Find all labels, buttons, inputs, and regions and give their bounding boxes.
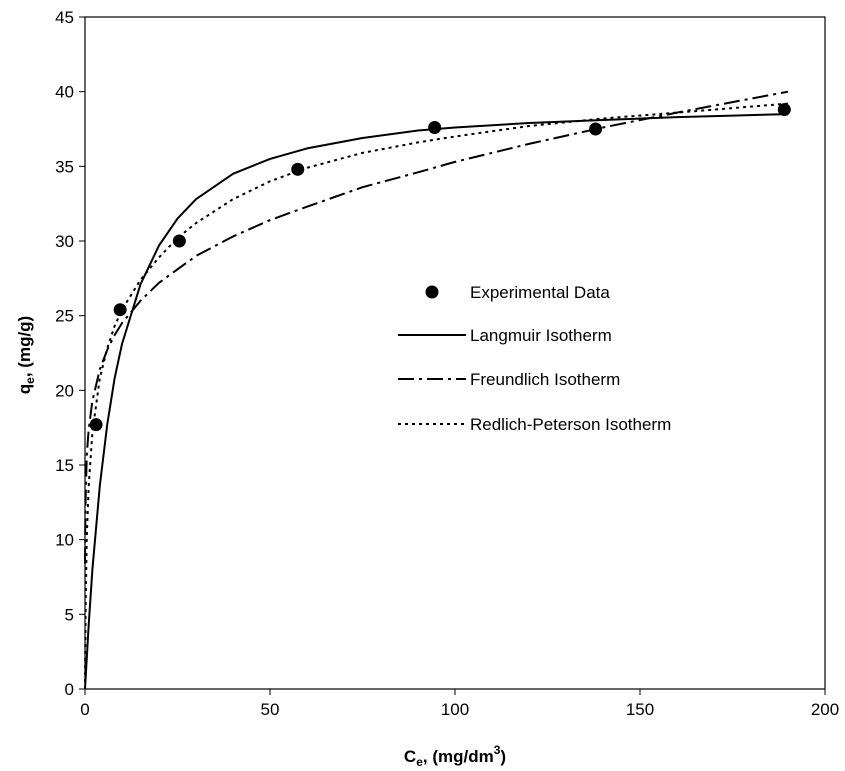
x-axis-title-main: C [404, 747, 416, 766]
y-tick-label: 25 [55, 307, 74, 326]
legend-label-redlich-peterson-isotherm: Redlich-Peterson Isotherm [470, 415, 671, 434]
redlich-peterson-isotherm-line [84, 102, 789, 690]
legend-label-experimental-data: Experimental Data [470, 283, 610, 302]
axes: 0 50 100 150 200 0 5 10 15 20 25 30 35 40 45 [55, 8, 839, 719]
legend: Experimental Data Langmuir Isotherm Freund… [398, 283, 671, 434]
x-axis-title-rest: , (mg/dm [423, 747, 494, 766]
data-point [172, 234, 186, 248]
data-point [89, 418, 103, 432]
y-tick-label: 35 [55, 157, 74, 176]
x-axis-title-end: ) [500, 747, 506, 766]
y-axis-title-main: q [15, 384, 34, 394]
y-tick-label: 40 [55, 83, 74, 102]
langmuir-isotherm-line [84, 113, 789, 690]
y-tick-label: 5 [65, 605, 74, 624]
freundlich-isotherm-line [84, 90, 789, 564]
y-axis-title-rest: , (mg/g) [15, 316, 34, 377]
data-point [777, 103, 791, 117]
legend-label-freundlich-isotherm: Freundlich Isotherm [470, 370, 620, 389]
y-axis-title: qe, (mg/g) [15, 316, 37, 394]
y-tick-label: 30 [55, 232, 74, 251]
legend-swatch-experimental-data [425, 285, 439, 299]
x-tick-label: 200 [811, 700, 839, 719]
x-tick-label: 100 [441, 700, 469, 719]
y-tick-label: 10 [55, 531, 74, 550]
y-tick-label: 45 [55, 8, 74, 27]
y-tick-label: 20 [55, 381, 74, 400]
x-tick-label: 0 [80, 700, 89, 719]
y-axis-title-sub: e [23, 377, 37, 384]
legend-label-langmuir-isotherm: Langmuir Isotherm [470, 326, 612, 345]
plot-frame [84, 16, 826, 690]
plot-area [84, 90, 791, 690]
y-tick-label: 0 [65, 680, 74, 699]
x-axis-title: Ce, (mg/dm3) [404, 743, 506, 769]
data-point [428, 121, 442, 135]
x-tick-label: 50 [261, 700, 280, 719]
y-tick-label: 15 [55, 456, 74, 475]
x-axis-title-sup: 3 [494, 743, 501, 757]
x-tick-label: 150 [626, 700, 654, 719]
x-axis-title-sub: e [416, 755, 423, 769]
